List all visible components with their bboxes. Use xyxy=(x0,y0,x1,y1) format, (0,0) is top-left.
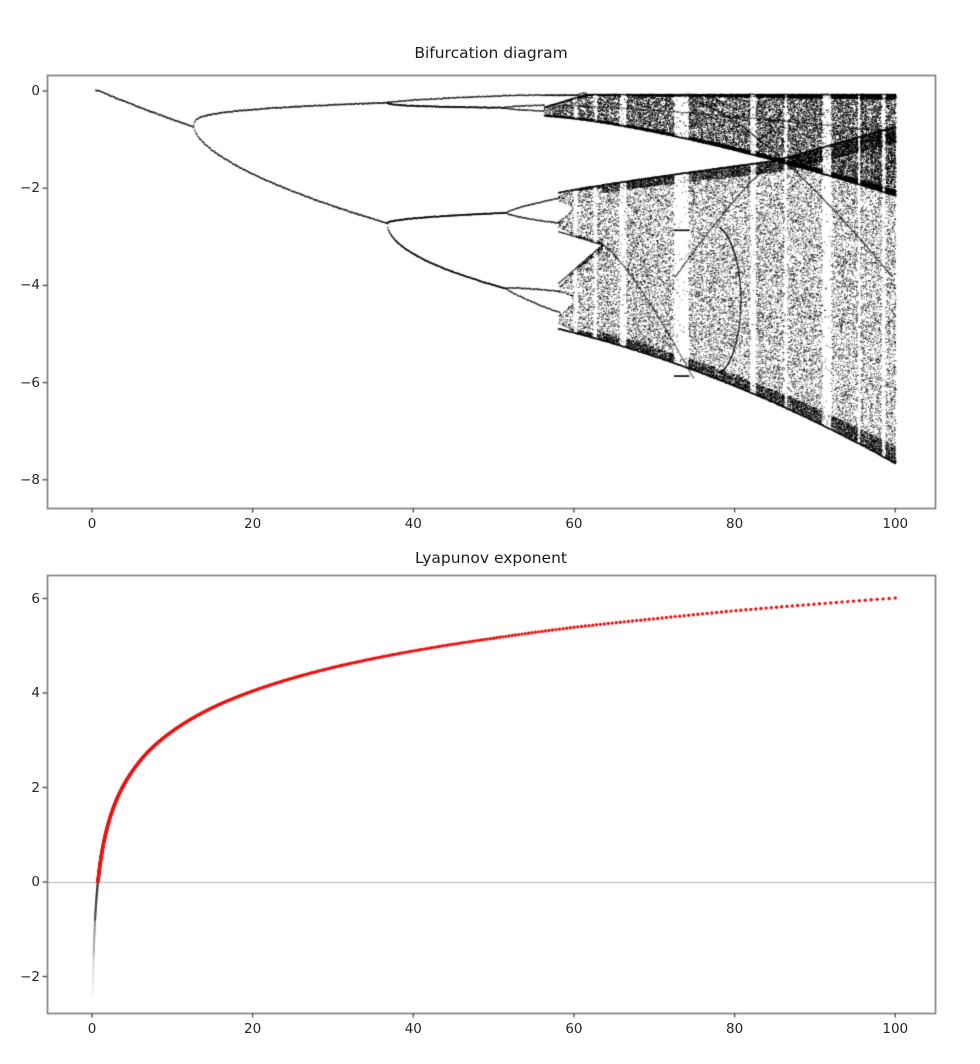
bifurcation-x-tick-label: 40 xyxy=(404,516,422,532)
lyapunov-y-tick-label: −2 xyxy=(20,968,40,985)
lyapunov-x-tick-label: 80 xyxy=(726,1021,744,1037)
lyapunov-title: Lyapunov exponent xyxy=(415,549,567,567)
lyapunov-y-tick-label: 4 xyxy=(31,685,40,701)
lyapunov-x-tick-label: 0 xyxy=(87,1021,97,1037)
lyapunov-x-tick-label: 100 xyxy=(882,1021,909,1037)
lyapunov-x-tick-label: 40 xyxy=(404,1021,422,1037)
bifurcation-x-tick-label: 0 xyxy=(87,516,97,532)
bifurcation-x-tick-label: 60 xyxy=(565,516,583,532)
bifurcation-y-tick-label: −8 xyxy=(20,471,40,488)
bifurcation-title: Bifurcation diagram xyxy=(414,44,568,62)
lyapunov-x-tick-label: 60 xyxy=(565,1021,583,1037)
lyapunov-y-tick-label: 0 xyxy=(31,874,40,890)
bifurcation-y-tick-label: −6 xyxy=(20,374,40,391)
lyapunov-x-tick-label: 20 xyxy=(244,1021,262,1037)
lyapunov-y-tick-label: 6 xyxy=(31,590,40,607)
bifurcation-x-tick-label: 100 xyxy=(882,516,909,532)
bifurcation-x-tick-label: 80 xyxy=(726,516,744,532)
bifurcation-y-tick-label: 0 xyxy=(31,83,40,99)
lyapunov-y-tick-label: 2 xyxy=(31,779,40,796)
bifurcation-y-tick-label: −2 xyxy=(20,180,40,197)
bifurcation-x-tick-label: 20 xyxy=(244,516,262,532)
bifurcation-y-tick-label: −4 xyxy=(20,277,40,294)
